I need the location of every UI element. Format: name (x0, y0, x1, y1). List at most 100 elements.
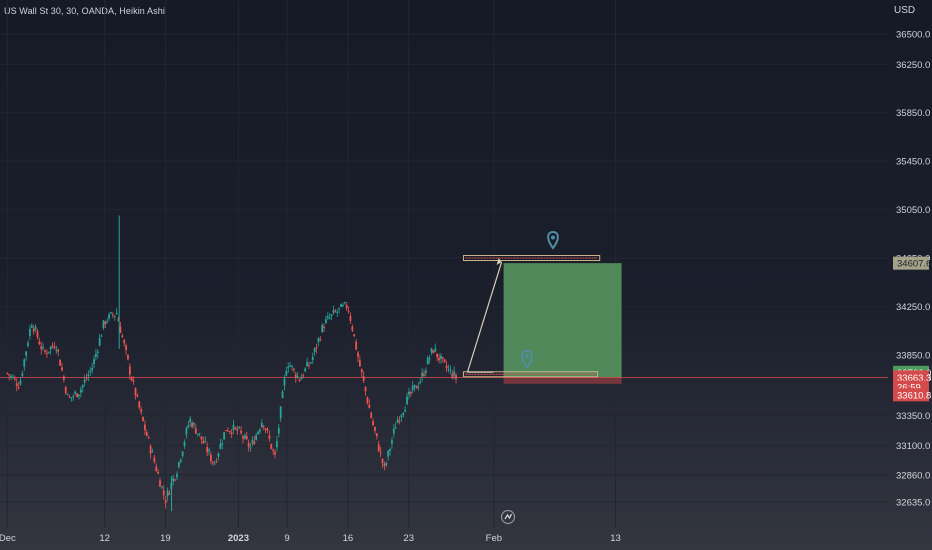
candle-body (144, 424, 146, 431)
candle-body (262, 425, 265, 427)
candle-body (291, 365, 293, 367)
candle-body (266, 429, 269, 431)
time-axis-label: 12 (99, 533, 110, 544)
price-axis-label: 36500.0 (896, 30, 930, 41)
candle-body (447, 368, 450, 370)
candle-body (304, 368, 307, 372)
price-tag-label: 34607.6 (897, 259, 931, 270)
candle-body (76, 393, 78, 398)
candle-body (111, 314, 114, 316)
price-tag-label: 33610.8 (897, 390, 931, 401)
price-tag-label: 33663.3 (897, 373, 931, 384)
candle-body (385, 462, 388, 466)
price-tag-label: 26:59 (897, 382, 921, 393)
entry-level-bar (462, 371, 599, 378)
time-axis-label: 13 (610, 533, 621, 544)
candle-body (219, 443, 222, 449)
chart-grid (0, 0, 888, 528)
candle-body (345, 304, 348, 309)
candle-body (406, 396, 408, 405)
candle-body (238, 427, 241, 429)
candle-body (245, 436, 248, 440)
candle-body (423, 373, 425, 376)
map-pin-outline (547, 230, 559, 250)
candle-body (415, 385, 418, 389)
map-pin-dot (551, 235, 555, 240)
candle-body (51, 345, 54, 347)
candle-body (108, 314, 111, 319)
price-axis-label: 35450.0 (896, 157, 930, 168)
candle-body (19, 380, 22, 385)
price-axis-label: 33850.0 (896, 350, 930, 361)
candle-body (381, 458, 384, 464)
candle-body (164, 500, 167, 504)
candle-body (221, 443, 224, 445)
candle-body (417, 386, 420, 388)
map-pin-icon (547, 230, 559, 250)
candle-body (72, 396, 75, 398)
candle-body (225, 430, 227, 432)
candle-body (260, 422, 263, 428)
candle-body (89, 370, 92, 372)
candle-body (147, 437, 150, 439)
candle-body (292, 368, 295, 370)
candle-body (74, 391, 77, 394)
candle-body (338, 307, 341, 309)
candle-body (325, 319, 327, 324)
time-axis-label: 23 (403, 533, 414, 544)
candle-body (332, 310, 335, 313)
candle-body (194, 428, 197, 434)
candle-body (326, 316, 329, 318)
position-tool (0, 263, 888, 384)
candle-body (234, 427, 237, 429)
candle-body (32, 328, 35, 332)
candle-body (330, 314, 333, 316)
candle-body (226, 430, 229, 432)
candle-body (215, 461, 218, 463)
candle-body (302, 375, 305, 377)
candle-body (36, 331, 39, 338)
candle-body (198, 433, 201, 435)
trend-arrow-line (466, 261, 503, 373)
candle-body (398, 420, 401, 422)
candle-body (289, 365, 292, 367)
candle-body (70, 397, 73, 399)
candle-body (438, 358, 440, 361)
candle-body (98, 337, 101, 346)
candle-body (411, 386, 414, 391)
candle-body (264, 428, 267, 431)
candle-body (130, 377, 133, 381)
candle-body (61, 367, 63, 371)
profit-target-zone (503, 263, 622, 378)
candle-body (66, 394, 69, 396)
candle-body (166, 490, 169, 497)
candle-body (211, 461, 214, 464)
candle-body (83, 380, 86, 383)
candle-body (40, 346, 43, 350)
candle-body (379, 451, 382, 453)
candle-body (404, 409, 407, 412)
candle-body (428, 358, 431, 360)
candle-body (8, 374, 11, 376)
candle-body (328, 317, 331, 319)
candle-body (128, 366, 131, 375)
candle-body (236, 428, 239, 431)
candle-body (68, 396, 71, 398)
candle-body (134, 388, 137, 396)
chart-symbol-title: US Wall St 30, 30, OANDA, Heikin Ashi (4, 6, 165, 16)
candle-body (449, 369, 452, 371)
candle-body (17, 387, 20, 389)
candle-body (255, 435, 258, 440)
candle-body (240, 430, 242, 433)
candle-body (353, 334, 356, 337)
candle-body (392, 428, 395, 434)
candle-body (300, 376, 303, 380)
candle-body (62, 376, 65, 380)
candle-body (187, 425, 190, 428)
candle-body (113, 315, 116, 317)
candle-body (336, 311, 339, 313)
candle-body (27, 342, 29, 347)
candle-body (155, 466, 158, 471)
